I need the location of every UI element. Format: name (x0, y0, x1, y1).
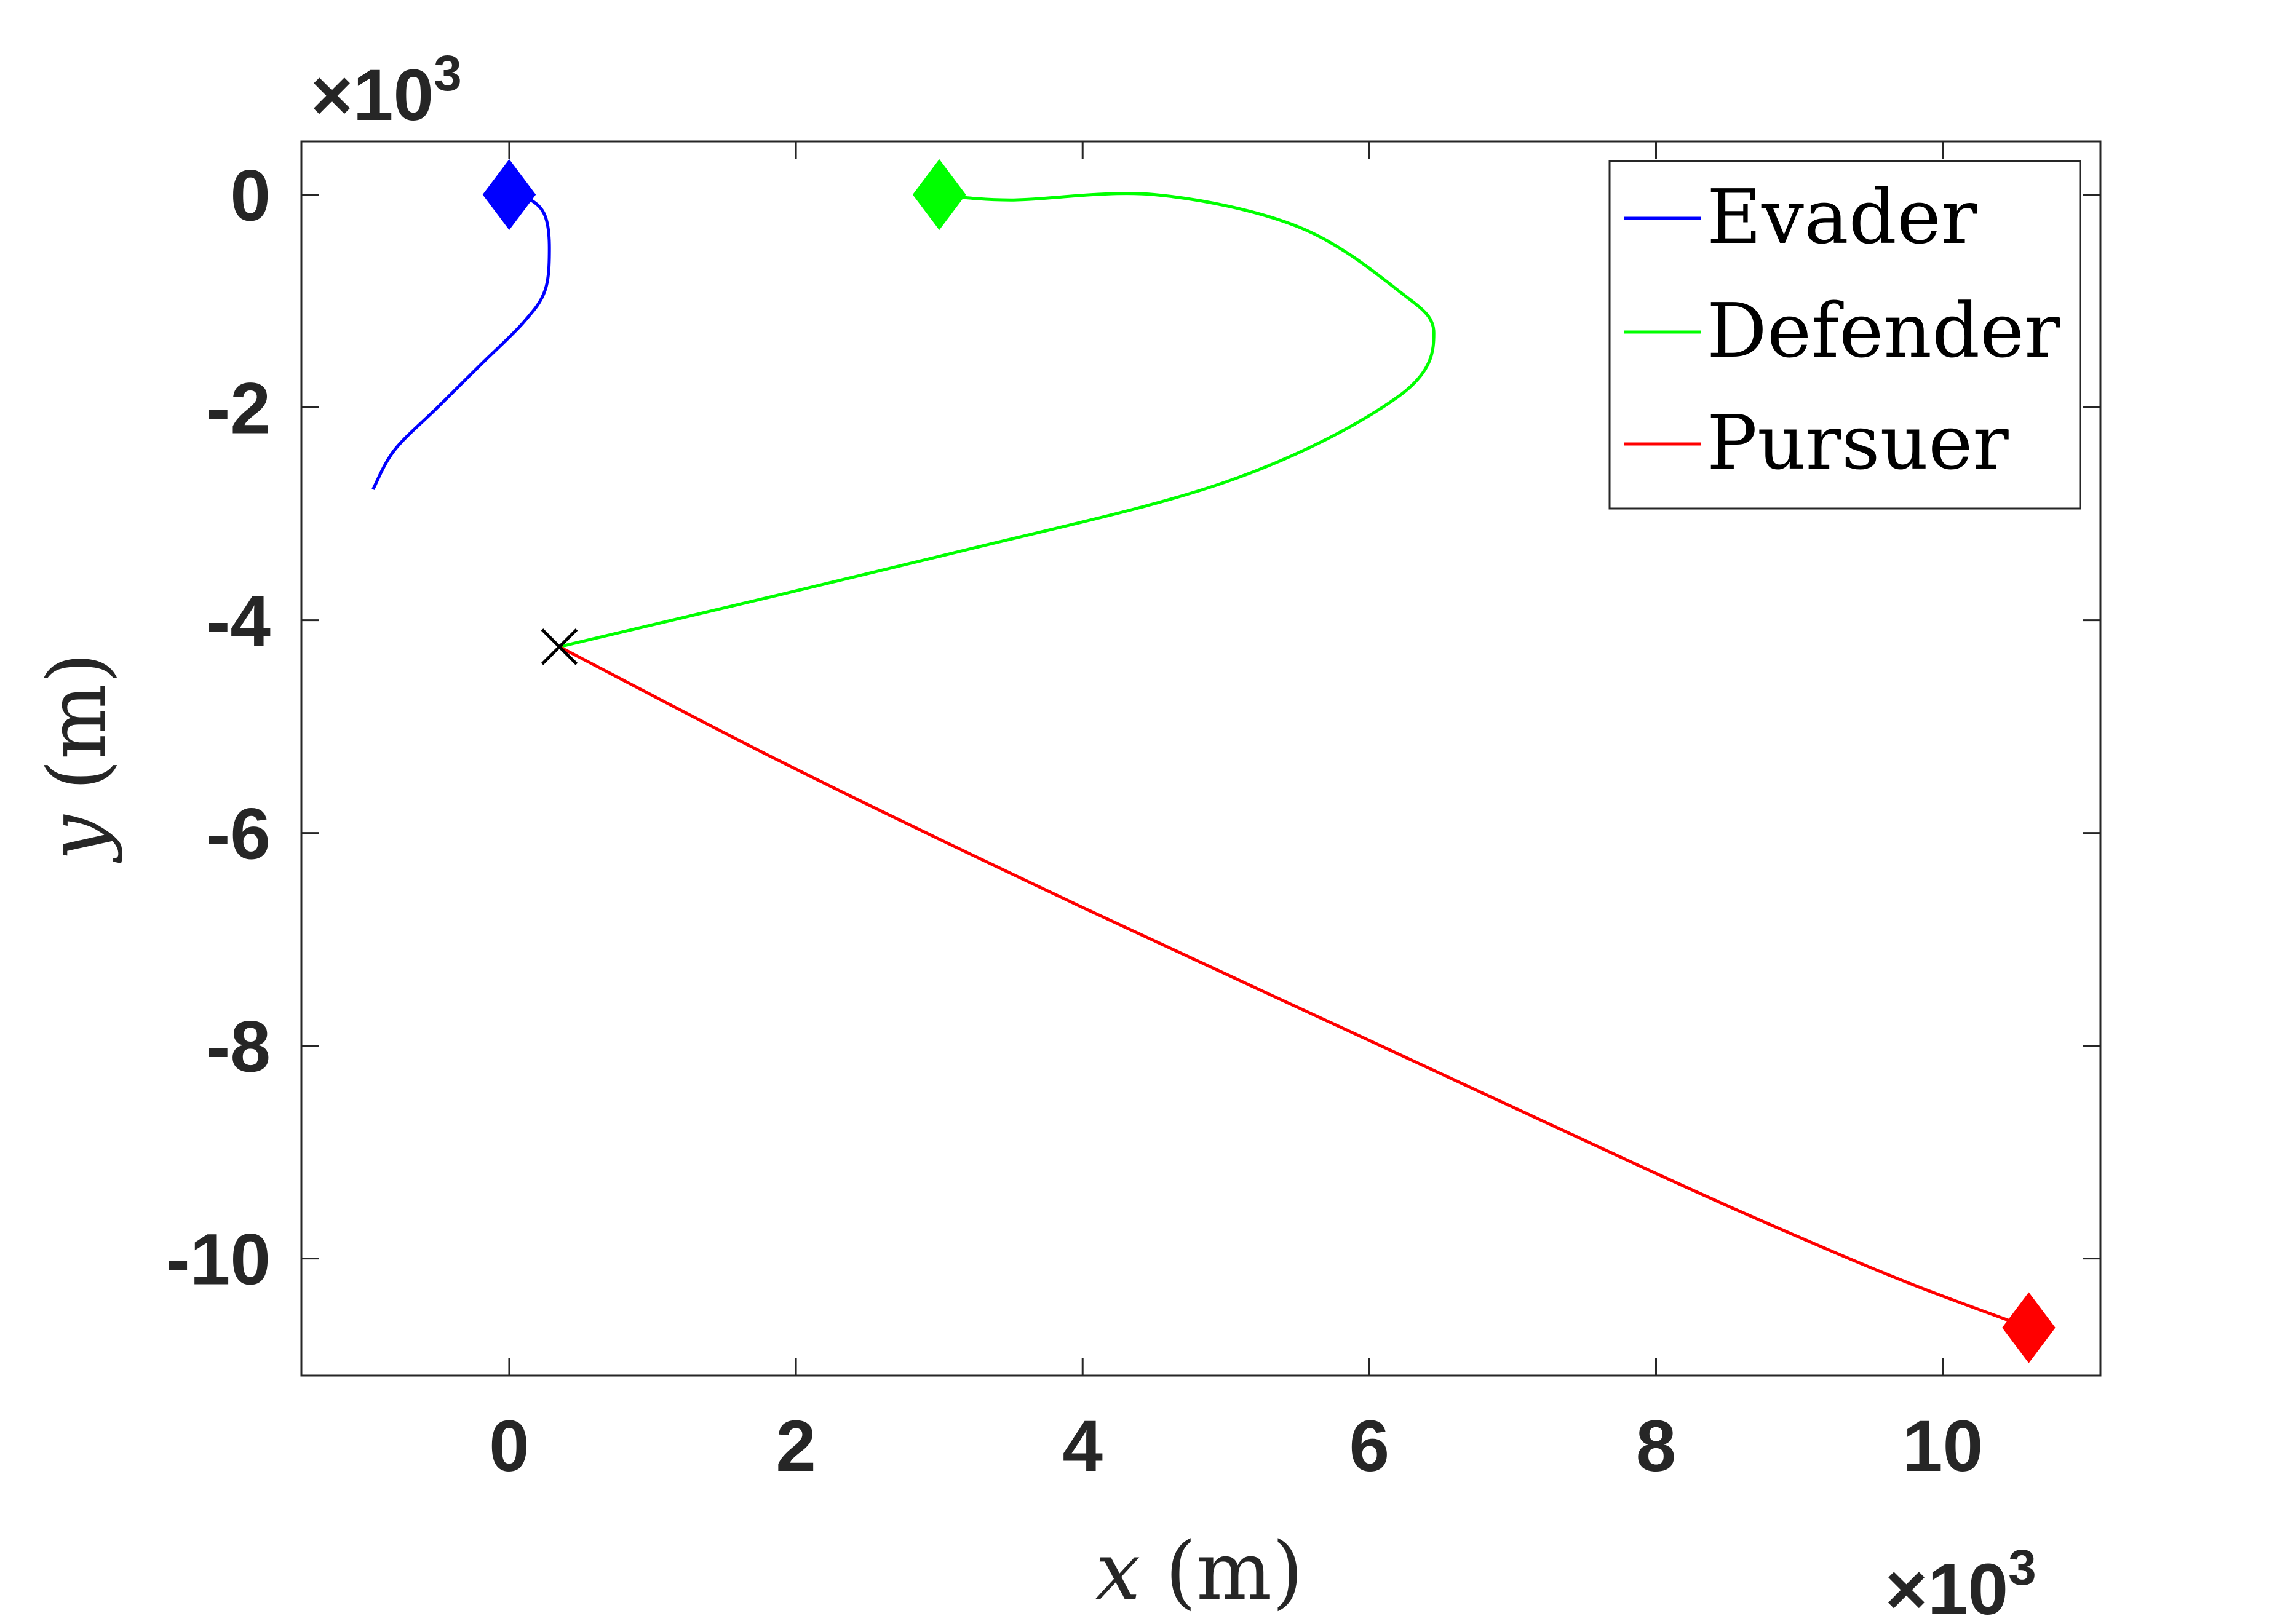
x-axis-exponent: ×103 (1885, 1540, 2036, 1624)
tick-marks (301, 141, 2100, 1376)
x-tick-label: 8 (1636, 1406, 1677, 1487)
markers (482, 159, 2056, 1363)
series-line-pursuer (558, 645, 2030, 1329)
y-tick-label: -4 (206, 581, 271, 662)
x-tick-label: 2 (776, 1406, 816, 1487)
x-axis-label: x (m) (1095, 1524, 1303, 1618)
intercept-marker (541, 628, 578, 665)
y-axis-exponent: ×103 (311, 46, 462, 136)
y-tick-label: -2 (206, 368, 271, 450)
legend-label-defender: Defender (1707, 287, 2060, 374)
series-line-evader (371, 193, 551, 491)
x-tick-label: 10 (1902, 1406, 1983, 1487)
y-tick-label: -6 (206, 794, 271, 875)
x-tick-label: 6 (1349, 1406, 1390, 1487)
series-lines (371, 192, 2030, 1329)
x-axis-variable: x (1095, 1524, 1140, 1618)
y-exponent-base: ×10 (311, 55, 434, 136)
y-tick-label: -10 (165, 1219, 271, 1301)
x-tick-label: 0 (489, 1406, 530, 1487)
legend-label-evader: Evader (1707, 173, 1977, 261)
series-line-defender (558, 192, 1436, 649)
y-tick-label: 0 (230, 156, 271, 237)
start-marker-defender (912, 159, 966, 231)
x-exponent-base: ×10 (1885, 1549, 2008, 1624)
start-marker-evader (482, 159, 536, 231)
y-tick-labels: 0 -2 -4 -6 -8 -10 (165, 156, 271, 1301)
legend-label-pursuer: Pursuer (1707, 399, 2009, 486)
x-exponent-power: 3 (2008, 1540, 2036, 1596)
y-exponent-power: 3 (434, 46, 462, 101)
start-marker-pursuer (2002, 1292, 2056, 1363)
x-tick-label: 4 (1062, 1406, 1103, 1487)
y-axis-unit: (m) (30, 652, 124, 791)
x-axis-unit: (m) (1165, 1524, 1303, 1618)
plot-area-frame (300, 140, 2102, 1377)
legend: Evader Defender Pursuer (1608, 160, 2081, 510)
y-tick-label: -8 (206, 1007, 271, 1088)
x-tick-labels: 0 2 4 6 8 10 (489, 1406, 1983, 1487)
intercept-marker-stroke (541, 628, 578, 665)
y-axis-variable: y (30, 814, 124, 863)
y-axis-label: y (m) (30, 652, 124, 863)
